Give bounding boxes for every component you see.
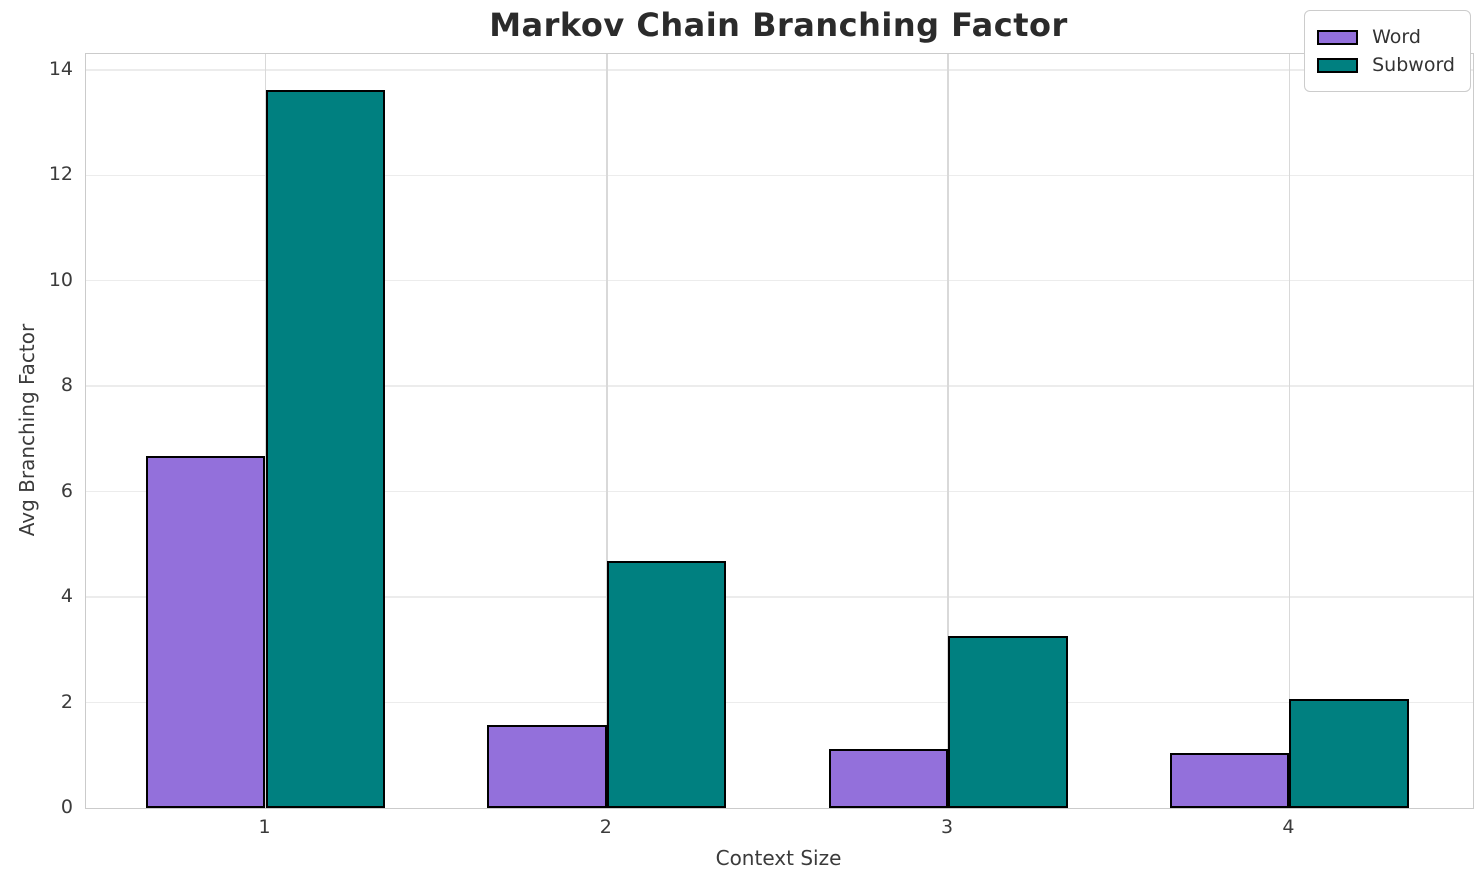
gridline-y-2 [86, 701, 1473, 704]
xtick-3: 3 [941, 816, 954, 838]
gridline-x-2 [606, 54, 608, 808]
legend-label-word: Word [1372, 26, 1421, 48]
ytick-2: 2 [60, 690, 73, 713]
plot-area [85, 53, 1474, 809]
bar-word-4 [1169, 752, 1290, 808]
ytick-10: 10 [48, 268, 73, 291]
legend-swatch-word [1317, 29, 1359, 45]
ytick-14: 14 [48, 57, 73, 80]
xtick-2: 2 [599, 816, 612, 838]
gridline-x-4 [1288, 54, 1291, 808]
gridline-y-4 [86, 596, 1473, 598]
bar-subword-4 [1289, 699, 1409, 808]
chart-title: Markov Chain Branching Factor [489, 6, 1068, 44]
xtick-1: 1 [258, 816, 271, 838]
bar-subword-2 [606, 560, 727, 808]
ytick-6: 6 [60, 479, 73, 502]
gridline-x-3 [947, 54, 949, 808]
gridline-y-12 [86, 174, 1473, 177]
gridline-y-10 [86, 279, 1473, 282]
y-axis-title: Avg Branching Factor [15, 323, 39, 537]
bar-word-3 [828, 748, 949, 808]
ytick-8: 8 [60, 374, 73, 397]
ytick-4: 4 [60, 585, 73, 608]
ytick-0: 0 [60, 796, 73, 818]
ytick-12: 12 [48, 163, 73, 186]
xtick-4: 4 [1282, 816, 1295, 838]
gridline-y-6 [86, 490, 1473, 493]
gridline-y-14 [86, 69, 1473, 71]
bar-subword-1 [265, 89, 385, 808]
legend-label-subword: Subword [1372, 54, 1455, 76]
legend-item-word: Word [1317, 25, 1455, 49]
x-axis-title: Context Size [715, 846, 842, 870]
bar-word-1 [146, 456, 266, 808]
legend-swatch-subword [1317, 57, 1359, 73]
bar-subword-3 [948, 636, 1068, 808]
legend-item-subword: Subword [1317, 53, 1455, 77]
bar-word-2 [487, 724, 607, 808]
gridline-y-8 [86, 385, 1473, 387]
legend: Word Subword [1304, 10, 1471, 92]
